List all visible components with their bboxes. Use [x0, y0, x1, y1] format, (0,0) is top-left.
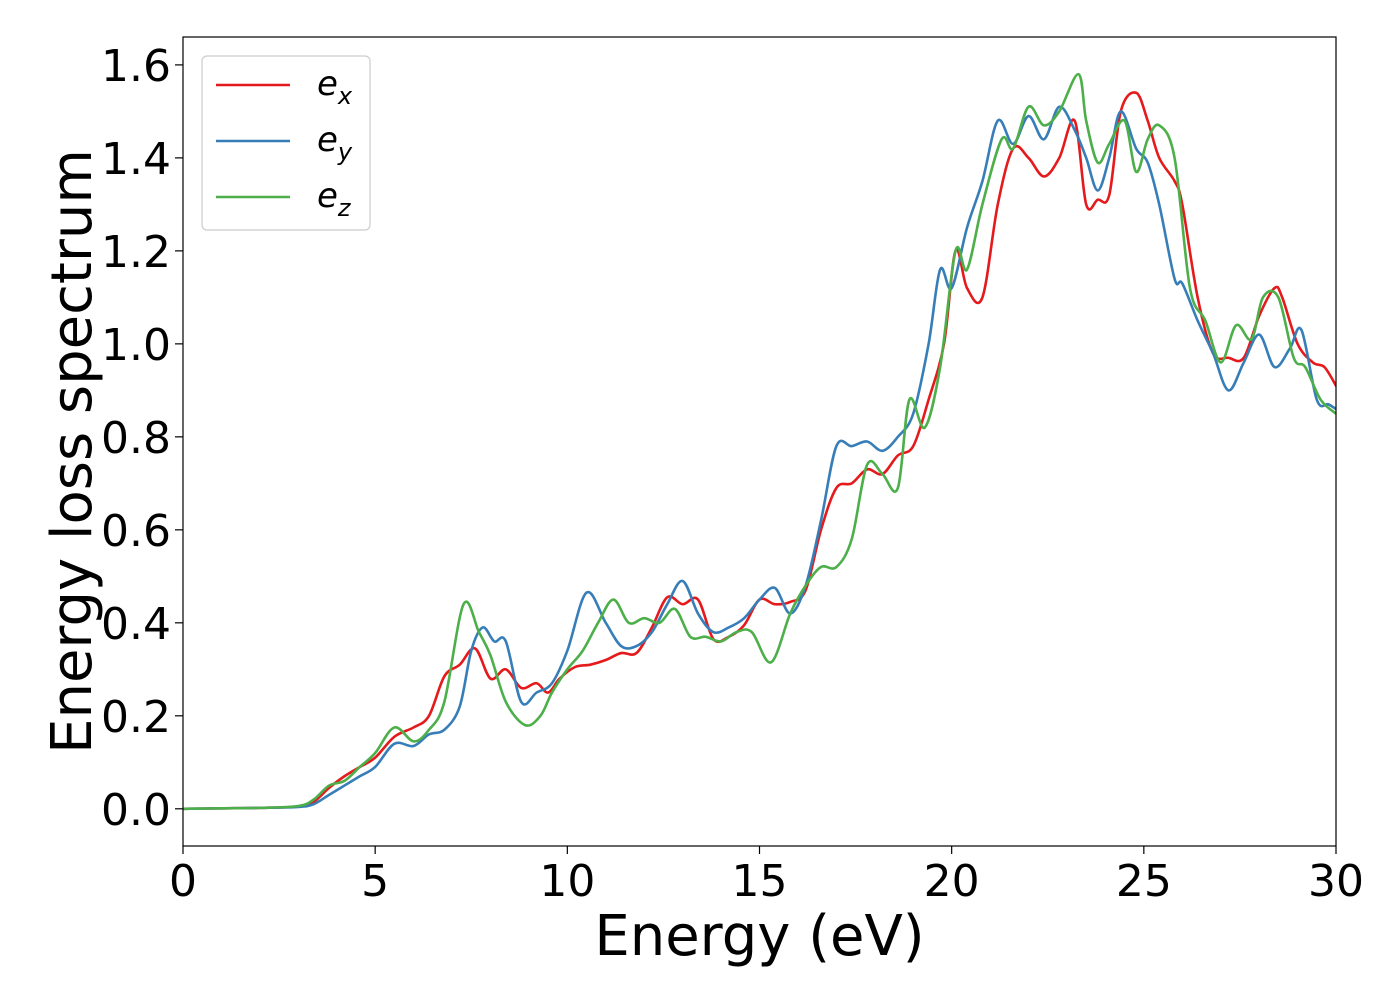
y-tick-label: 1.6	[101, 41, 171, 92]
y-tick-label: 1.0	[101, 320, 171, 371]
x-tick-label: 15	[732, 856, 788, 907]
series-line-e-y	[183, 105, 1336, 811]
y-axis-ticks: 0.0 0.2 0.4 0.6 0.8 1.0 1.2 1.4 1.6	[101, 41, 183, 836]
x-tick-label: 5	[361, 856, 389, 907]
x-axis-label: Energy (eV)	[594, 904, 924, 969]
series-lines	[183, 72, 1336, 811]
x-tick-label: 30	[1308, 856, 1364, 907]
x-tick-label: 10	[539, 856, 595, 907]
x-tick-label: 20	[924, 856, 980, 907]
x-tick-label: 0	[169, 856, 197, 907]
y-tick-label: 1.2	[101, 227, 171, 278]
y-tick-label: 0.6	[101, 506, 171, 557]
y-tick-label: 0.0	[101, 785, 171, 836]
y-tick-label: 0.4	[101, 599, 171, 650]
y-tick-label: 1.4	[101, 134, 171, 185]
y-tick-label: 0.8	[101, 413, 171, 464]
y-tick-label: 0.2	[101, 692, 171, 743]
x-axis-ticks: 0 5 10 15 20 25 30	[169, 846, 1364, 907]
series-line-e-z	[183, 72, 1336, 811]
y-axis-label: Energy loss spectrum	[40, 149, 105, 754]
legend-box	[201, 55, 371, 231]
x-tick-label: 25	[1116, 856, 1172, 907]
